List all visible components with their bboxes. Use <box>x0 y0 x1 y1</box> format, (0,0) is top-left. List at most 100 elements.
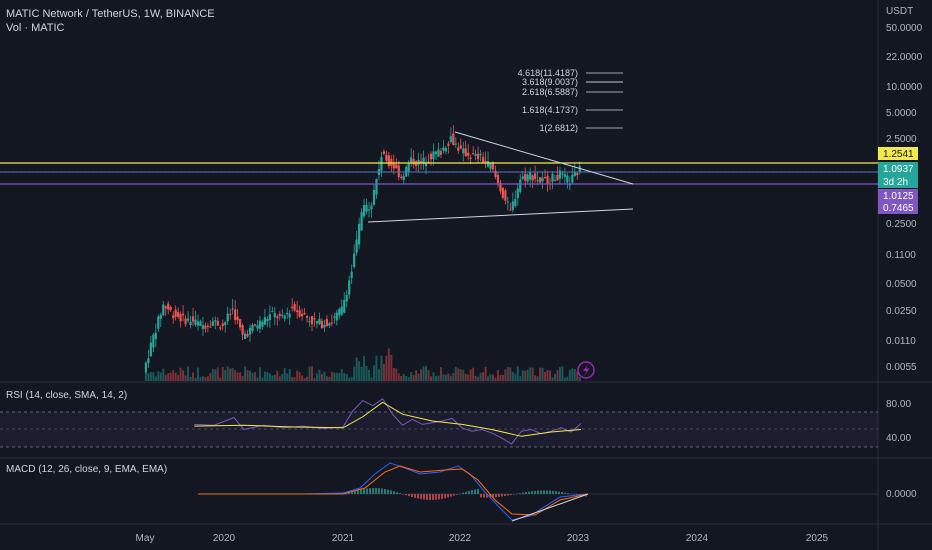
volume-bar <box>407 377 410 381</box>
macd-hist-bar <box>507 494 509 496</box>
volume-bar <box>462 369 465 381</box>
macd-hist-bar <box>540 490 542 494</box>
volume-bar <box>514 373 517 381</box>
volume-bar <box>306 376 309 381</box>
macd-hist-bar <box>501 494 503 497</box>
candle-body <box>199 321 202 326</box>
macd-hist-bar <box>348 493 350 494</box>
volume-bar <box>167 373 170 381</box>
macd-hist-bar <box>366 488 368 494</box>
lightning-icon[interactable] <box>577 361 595 379</box>
fib-level-label: 2.618(6.5887) <box>522 87 578 97</box>
candle-body <box>152 334 155 348</box>
volume-bar <box>343 373 346 381</box>
volume-bar <box>182 370 185 381</box>
candle-body <box>385 154 388 161</box>
candle-body <box>397 165 400 178</box>
volume-bar <box>330 371 333 381</box>
macd-hist-bar <box>483 494 485 498</box>
candle-body <box>271 311 274 313</box>
volume-bar <box>501 374 504 381</box>
candle-body <box>546 175 549 185</box>
volume-bar <box>549 370 552 381</box>
fib-level-label: 1(2.6812) <box>539 123 578 133</box>
candle-body <box>184 318 187 325</box>
macd-hist-bar <box>372 488 374 494</box>
volume-bar <box>410 371 413 381</box>
volume-bar <box>526 369 529 381</box>
macd-hist-bar <box>369 488 371 494</box>
price-axis[interactable]: 50.0000 22.0000 10.0000 5.0000 2.5000 0.2500 0… <box>886 23 923 373</box>
candle-body <box>283 315 286 319</box>
volume-bar <box>226 366 229 381</box>
macd-hist-bar <box>546 490 548 494</box>
candle-body <box>412 159 415 165</box>
volume-bar <box>206 376 209 381</box>
volume-bar <box>291 376 294 381</box>
volume-bar <box>387 348 390 381</box>
volume-bar <box>578 376 581 381</box>
trendline-upper[interactable] <box>454 131 634 185</box>
volume-bar <box>328 376 331 381</box>
candle-body <box>266 318 269 322</box>
time-tick-label: 2023 <box>567 533 590 544</box>
macd-hist-bar <box>519 493 521 494</box>
volume-bar <box>544 371 547 381</box>
price-pane[interactable] <box>0 0 878 381</box>
macd-hist-bar <box>399 493 401 494</box>
candle-body <box>519 179 522 192</box>
volume-bar <box>315 373 318 381</box>
candle-body <box>499 182 502 192</box>
volume-bar <box>271 375 274 381</box>
volume-bar <box>487 376 490 381</box>
macd-hist-bar <box>549 490 551 494</box>
trendline-lower[interactable] <box>367 208 634 223</box>
volume-bar <box>345 374 348 381</box>
candle-body <box>506 201 509 203</box>
macd-hist-bar <box>387 489 389 494</box>
volume-bar <box>234 370 237 381</box>
candle-body <box>154 332 157 340</box>
symbol-title[interactable]: MATIC Network / TetherUS, 1W, BINANCE <box>6 8 215 20</box>
candle-body <box>181 313 185 316</box>
volume-bar <box>558 367 561 381</box>
volume-bar <box>278 376 281 381</box>
volume-bar <box>261 377 264 381</box>
macd-trendline[interactable] <box>511 493 589 522</box>
candle-body <box>543 177 547 179</box>
macd-hist-bar <box>360 489 362 494</box>
candle-body <box>179 314 182 322</box>
time-axis[interactable]: May 2020 2021 2022 2023 2024 2025 <box>136 533 829 544</box>
candle-body <box>556 175 559 181</box>
volume-bar <box>338 372 341 381</box>
volume-legend[interactable]: Vol · MATIC <box>6 22 65 34</box>
candle-body <box>422 157 425 165</box>
candle-body <box>209 326 212 328</box>
volume-bar <box>484 366 487 381</box>
volume-bar <box>472 367 475 381</box>
candle-body <box>447 143 450 146</box>
candle-body <box>338 308 341 316</box>
volume-bar <box>561 366 564 381</box>
candle-body <box>343 299 346 313</box>
volume-bar <box>253 372 256 381</box>
fib-extension[interactable]: 4.618(11.4187)3.618(9.0037)2.618(6.5887)… <box>518 68 623 133</box>
fib-level-label: 1.618(4.1737) <box>522 105 578 115</box>
volume-bar <box>377 369 380 381</box>
volume-bar <box>363 356 366 381</box>
volume-bar <box>504 369 507 381</box>
candle-body <box>372 189 376 205</box>
price-tick-label: 10.0000 <box>886 82 923 93</box>
macd-hist-bar <box>453 494 455 496</box>
volume-bar <box>241 375 244 381</box>
time-tick-label: 2024 <box>686 533 709 544</box>
candle-body <box>345 294 348 302</box>
macd-hist-bar <box>405 494 407 496</box>
volume-bar <box>509 367 512 381</box>
candle-body <box>563 173 566 177</box>
volume-bar <box>360 366 363 381</box>
macd-hist-bar <box>471 490 473 494</box>
volume-bar <box>511 371 514 381</box>
macd-hist-bar <box>504 494 506 497</box>
candle-body <box>340 306 343 315</box>
